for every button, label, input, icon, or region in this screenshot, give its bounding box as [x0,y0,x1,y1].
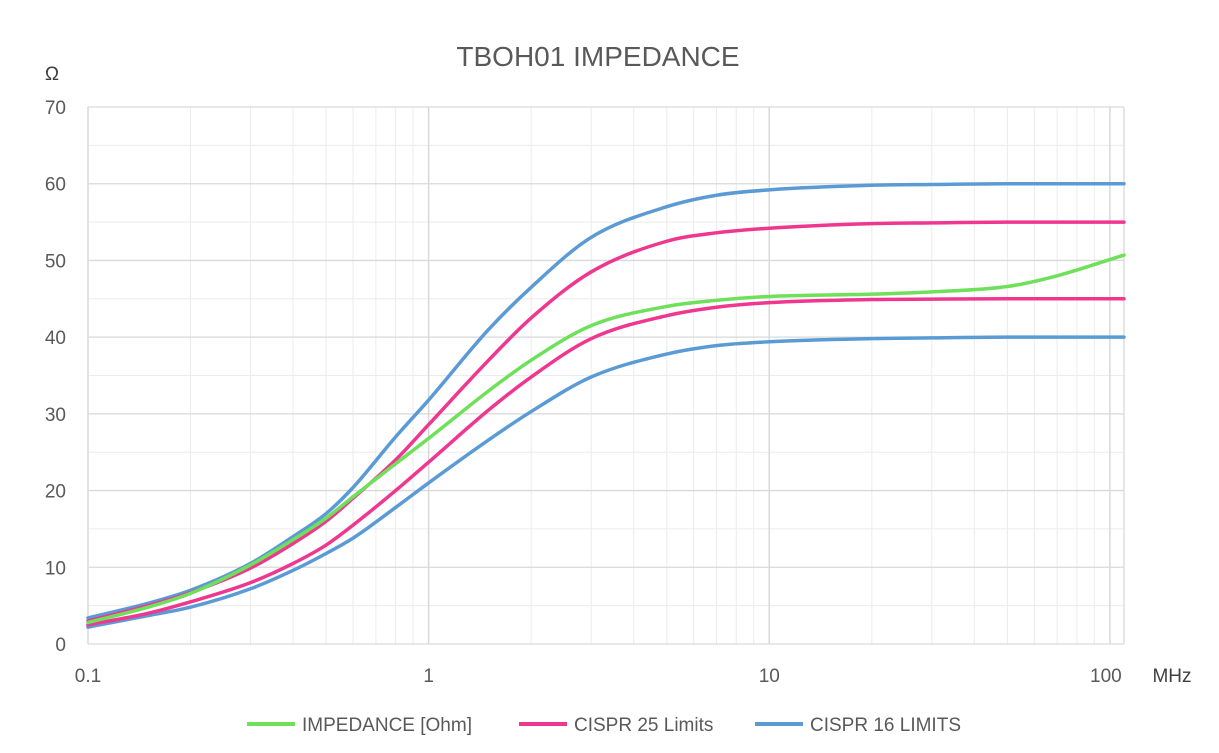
y-tick-label: 40 [45,328,66,349]
x-tick-label: 10 [759,666,780,687]
y-tick-labels: 0 10 20 30 40 50 60 70 [45,98,66,656]
legend-label: IMPEDANCE [Ohm] [302,715,472,736]
series-line-2 [86,297,1126,627]
y-tick-label: 30 [45,405,66,426]
x-tick-labels: 0.1 1 10 100 [75,666,1122,687]
series-line-3 [86,181,1126,620]
x-tick-label: 100 [1090,666,1122,687]
y-axis-unit-label: Ω [45,64,59,85]
series-lines [86,181,1126,629]
chart-title: TBOH01 IMPEDANCE [456,41,739,72]
x-tick-label: 1 [423,666,434,687]
y-tick-label: 50 [45,251,66,272]
minor-gridlines [88,107,1124,644]
legend-label: CISPR 25 Limits [574,715,713,736]
series-line-0 [86,253,1126,625]
y-tick-label: 60 [45,175,66,196]
x-tick-label: 0.1 [75,666,101,687]
legend-label: CISPR 16 LIMITS [810,715,961,736]
y-tick-label: 20 [45,482,66,503]
legend: IMPEDANCE [Ohm] CISPR 25 Limits CISPR 16 L… [247,715,961,736]
series-line-4 [86,335,1126,629]
x-axis-unit-label: MHz [1152,666,1191,687]
y-tick-label: 10 [45,558,66,579]
series-line-1 [86,220,1126,623]
y-tick-label: 70 [45,98,66,119]
y-tick-label: 0 [55,635,66,656]
